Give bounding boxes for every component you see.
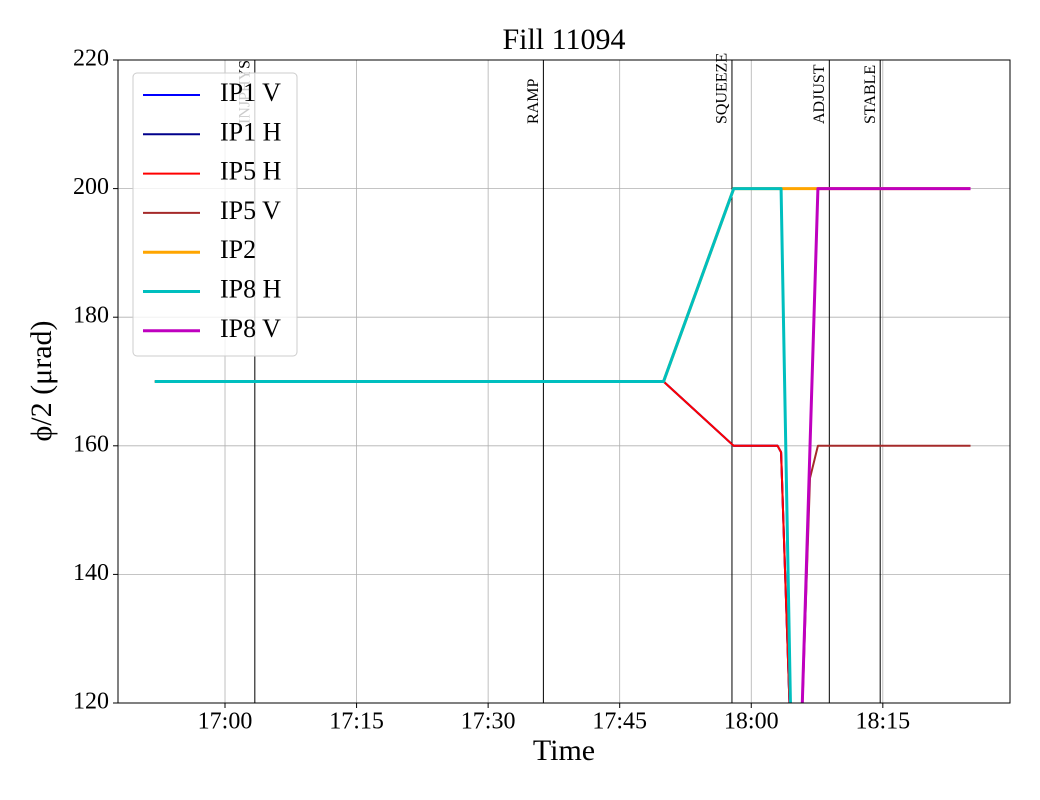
x-tick-label: 17:00: [198, 709, 253, 735]
plot-frame: [117, 59, 1011, 704]
legend-label: IP1 V: [220, 78, 281, 107]
y-tick-label: 200: [73, 174, 109, 200]
axes: 120 140 160 180 200 220 17:00 17:15 17:30 17:45 18…: [73, 46, 910, 735]
y-tick-label: 220: [73, 46, 109, 72]
y-axis-label: ϕ/2 (μrad): [25, 321, 58, 442]
y-tick-label: 180: [73, 303, 109, 329]
mode-label: ADJUST: [811, 64, 828, 124]
mode-label: STABLE: [862, 65, 879, 124]
y-tick-label: 140: [73, 560, 109, 586]
legend-label: IP8 H: [220, 274, 282, 303]
x-tick-label: 17:45: [592, 709, 647, 735]
mode-label: SQUEEZE: [714, 53, 731, 124]
lines: [154, 187, 971, 703]
series-line: [154, 187, 792, 703]
y-tick-label: 160: [73, 431, 109, 457]
chart-title: Fill 11094: [502, 23, 625, 56]
x-tick-label: 17:30: [461, 709, 516, 735]
legend-label: IP5 H: [220, 157, 282, 186]
x-tick-label: 17:15: [329, 709, 384, 735]
y-tick-label: 120: [73, 689, 109, 715]
series-line: [800, 187, 971, 703]
x-tick-label: 18:15: [855, 709, 910, 735]
mode-label: RAMP: [525, 79, 542, 124]
legend-label: IP2: [220, 235, 256, 264]
legend-label: IP1 H: [220, 117, 282, 146]
legend-label: IP5 V: [220, 196, 281, 225]
legend-label: IP8 V: [220, 314, 281, 343]
legend-box: [132, 72, 298, 357]
legend: IP1 V IP1 H IP5 H IP5 V IP2 IP8 H IP8 V: [132, 72, 298, 357]
x-tick-label: 18:00: [724, 709, 779, 735]
x-axis-label: Time: [533, 734, 595, 767]
